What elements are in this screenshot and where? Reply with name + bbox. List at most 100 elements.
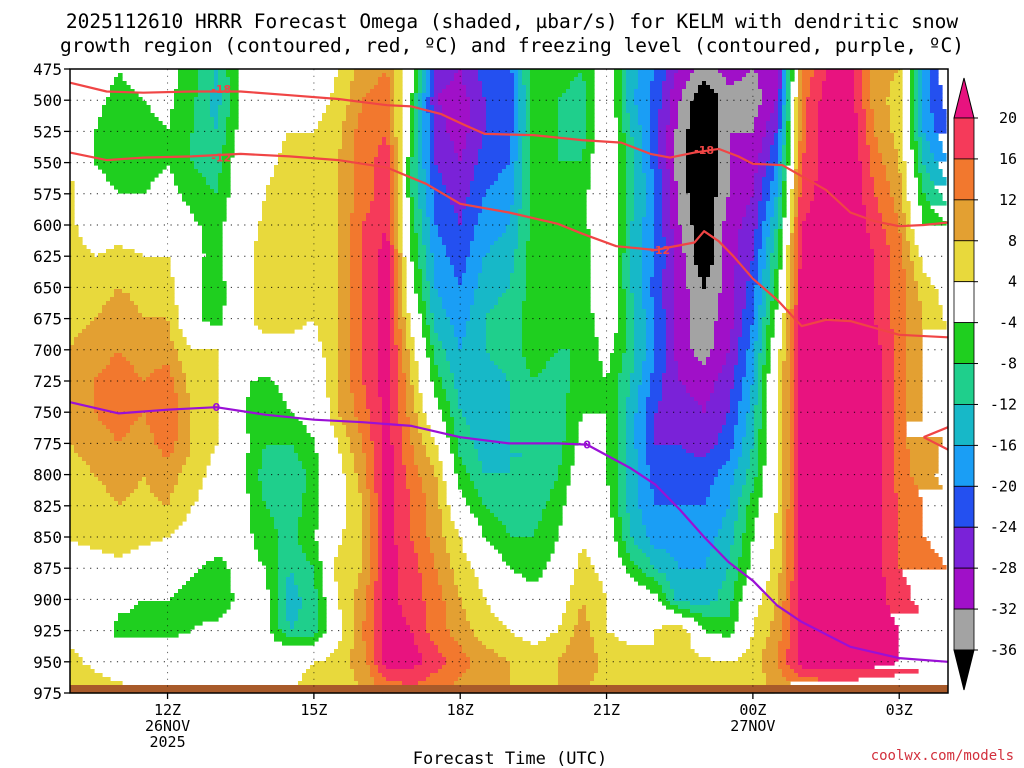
heatmap-cell xyxy=(338,153,355,158)
heatmap-cell xyxy=(466,85,483,90)
heatmap-cell xyxy=(930,105,943,110)
heatmap-cell xyxy=(918,165,927,170)
heatmap-cell xyxy=(730,137,763,142)
heatmap-cell xyxy=(402,277,407,282)
heatmap-cell xyxy=(350,293,363,298)
heatmap-cell xyxy=(446,425,455,430)
heatmap-cell xyxy=(642,257,655,262)
heatmap-cell xyxy=(390,205,395,210)
heatmap-cell xyxy=(758,309,767,314)
heatmap-cell xyxy=(714,345,731,350)
heatmap-cell xyxy=(762,277,771,282)
heatmap-cell xyxy=(394,117,403,122)
heatmap-cell xyxy=(214,81,219,86)
heatmap-cell xyxy=(906,401,923,406)
heatmap-cell xyxy=(882,481,895,486)
heatmap-cell xyxy=(622,105,627,110)
heatmap-cell xyxy=(102,481,139,486)
heatmap-cell xyxy=(378,513,383,518)
heatmap-cell xyxy=(766,309,771,314)
heatmap-cell xyxy=(738,505,747,510)
heatmap-cell xyxy=(718,165,731,170)
heatmap-cell xyxy=(622,269,631,274)
heatmap-cell xyxy=(742,393,751,398)
heatmap-cell xyxy=(634,337,647,342)
heatmap-cell xyxy=(482,197,515,202)
heatmap-cell xyxy=(702,281,707,286)
heatmap-cell xyxy=(394,237,399,242)
heatmap-cell xyxy=(678,369,723,374)
heatmap-cell xyxy=(70,329,83,334)
heatmap-cell xyxy=(354,457,367,462)
heatmap-cell xyxy=(546,365,571,370)
heatmap-cell xyxy=(762,349,767,354)
heatmap-cell xyxy=(426,497,439,502)
heatmap-cell xyxy=(666,161,675,166)
heatmap-cell xyxy=(430,125,435,130)
heatmap-cell xyxy=(714,341,731,346)
heatmap-cell xyxy=(426,517,443,522)
heatmap-cell xyxy=(914,269,923,274)
heatmap-cell xyxy=(426,197,435,202)
heatmap-cell xyxy=(362,237,383,242)
heatmap-cell xyxy=(410,149,415,154)
heatmap-cell xyxy=(442,173,475,178)
heatmap-cell xyxy=(682,381,715,386)
heatmap-cell xyxy=(454,209,463,214)
heatmap-cell xyxy=(510,433,567,438)
heatmap-cell xyxy=(670,113,679,118)
heatmap-cell xyxy=(890,281,907,286)
heatmap-cell xyxy=(622,101,627,106)
heatmap-cell xyxy=(778,169,783,174)
heatmap-cell xyxy=(930,149,943,154)
heatmap-cell xyxy=(434,93,439,98)
heatmap-cell xyxy=(894,417,907,422)
heatmap-cell xyxy=(714,321,735,326)
heatmap-cell xyxy=(886,237,903,242)
heatmap-cell xyxy=(130,297,175,302)
heatmap-cell xyxy=(802,169,819,174)
heatmap-cell xyxy=(790,409,795,414)
heatmap-cell xyxy=(898,221,907,226)
heatmap-cell xyxy=(766,125,779,130)
heatmap-cell xyxy=(634,177,647,182)
heatmap-cell xyxy=(638,449,647,454)
heatmap-cell xyxy=(486,113,515,118)
heatmap-cell xyxy=(782,69,787,74)
heatmap-cell xyxy=(186,377,219,382)
heatmap-cell xyxy=(678,121,691,126)
heatmap-cell xyxy=(794,309,799,314)
heatmap-cell xyxy=(526,85,531,90)
heatmap-cell xyxy=(794,305,799,310)
heatmap-cell xyxy=(918,145,923,150)
heatmap-cell xyxy=(566,405,619,410)
heatmap-cell xyxy=(906,297,919,302)
heatmap-cell xyxy=(870,157,883,162)
heatmap-cell xyxy=(914,477,939,482)
heatmap-cell xyxy=(454,77,463,82)
heatmap-cell xyxy=(802,137,807,142)
heatmap-cell xyxy=(462,221,479,226)
heatmap-cell xyxy=(170,325,179,330)
heatmap-cell xyxy=(626,77,639,82)
heatmap-cell xyxy=(790,297,795,302)
heatmap-cell xyxy=(178,433,191,438)
heatmap-cell xyxy=(202,309,223,314)
heatmap-cell xyxy=(714,329,731,334)
heatmap-cell xyxy=(662,197,671,202)
heatmap-cell xyxy=(650,137,659,142)
heatmap-cell xyxy=(518,121,527,126)
heatmap-cell xyxy=(786,357,791,362)
heatmap-cell xyxy=(882,493,899,498)
heatmap-cell xyxy=(398,153,403,158)
heatmap-cell xyxy=(694,257,715,262)
heatmap-cell xyxy=(426,185,431,190)
heatmap-cell xyxy=(894,465,911,470)
heatmap-cell xyxy=(198,85,215,90)
heatmap-cell xyxy=(514,177,523,182)
heatmap-cell xyxy=(446,249,471,254)
heatmap-cell xyxy=(770,253,779,258)
heatmap-cell xyxy=(898,229,907,234)
heatmap-cell xyxy=(362,377,379,382)
heatmap-cell xyxy=(882,477,895,482)
